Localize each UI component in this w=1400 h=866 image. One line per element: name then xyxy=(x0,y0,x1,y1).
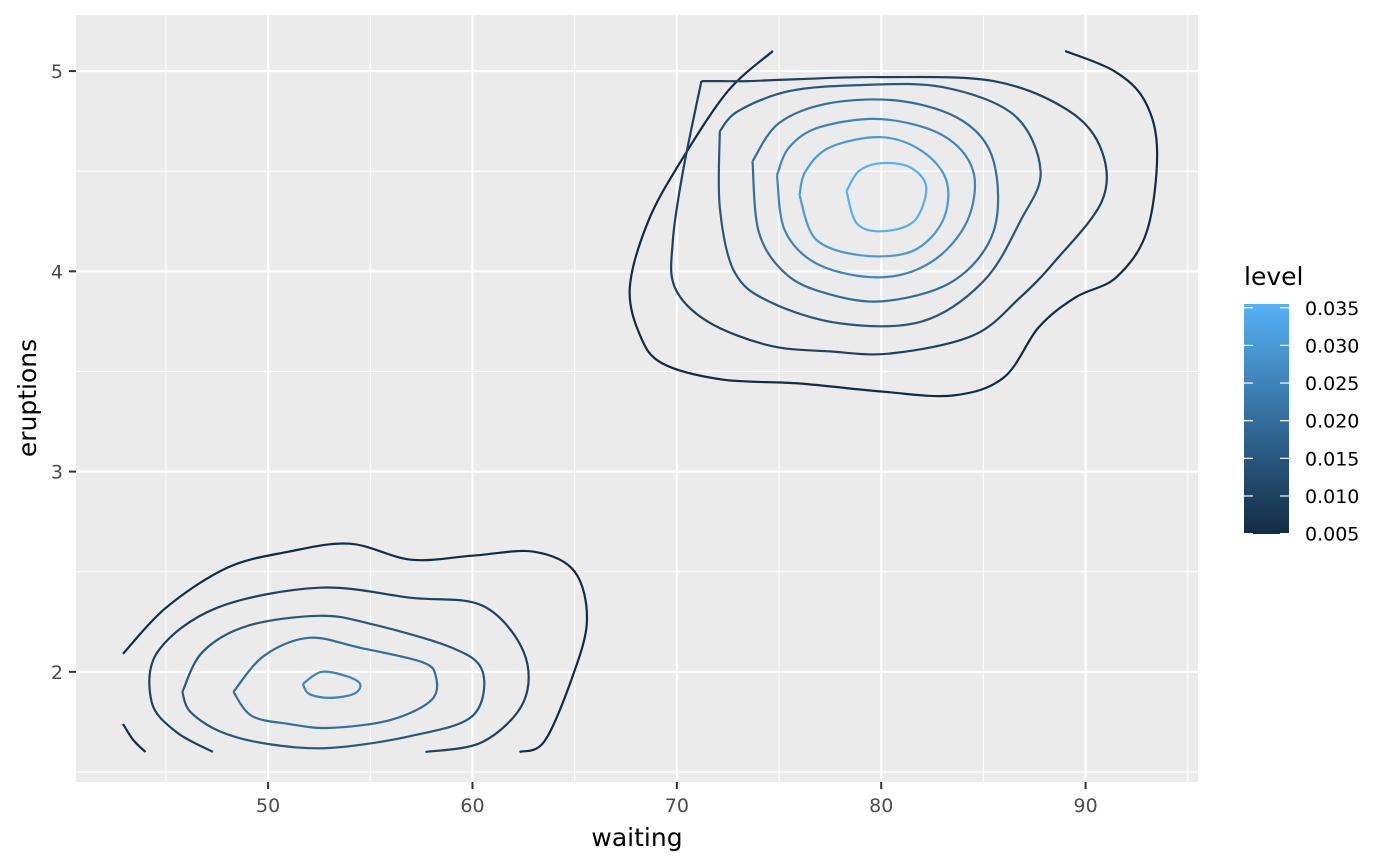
x-tick-label: 70 xyxy=(665,795,689,817)
major-grid xyxy=(76,15,1198,782)
legend-label: 0.020 xyxy=(1305,411,1359,433)
legend-colorbar xyxy=(1244,304,1289,534)
contour-line xyxy=(717,82,1042,328)
contour-line xyxy=(751,98,1000,303)
contour-line xyxy=(798,136,950,258)
contour-line xyxy=(232,636,439,730)
y-tick-label: 4 xyxy=(51,261,63,283)
x-tick-label: 50 xyxy=(256,795,280,817)
legend-label: 0.030 xyxy=(1305,335,1359,357)
legend-label: 0.015 xyxy=(1305,448,1359,470)
x-tick-label: 60 xyxy=(460,795,484,817)
legend-label: 0.005 xyxy=(1305,524,1359,546)
x-tick-label: 90 xyxy=(1074,795,1098,817)
x-tick-label: 80 xyxy=(869,795,893,817)
contour-line xyxy=(628,49,1159,398)
y-tick-label: 3 xyxy=(51,462,63,484)
legend-label: 0.025 xyxy=(1305,373,1359,395)
x-axis-title: waiting xyxy=(591,823,682,852)
contour-line xyxy=(845,161,928,233)
legend-title: level xyxy=(1244,262,1303,291)
y-axis-title: eruptions xyxy=(13,339,42,457)
contour-line xyxy=(148,586,530,754)
contour-line xyxy=(122,723,147,753)
legend-ticks: 0.035 0.030 0.025 0.020 0.015 0.010 0.005 xyxy=(1244,298,1359,546)
y-tick-label: 2 xyxy=(51,662,63,684)
contour-line xyxy=(670,75,1109,356)
contour-line xyxy=(775,117,977,279)
contour-line xyxy=(181,614,486,750)
legend-label: 0.035 xyxy=(1305,298,1359,320)
legend-label: 0.010 xyxy=(1305,486,1359,508)
y-tick-label: 5 xyxy=(51,61,63,83)
plot-panel xyxy=(76,15,1198,782)
contour-lines xyxy=(122,49,1159,754)
x-axis: 50 60 70 80 90 xyxy=(256,782,1098,817)
contour-line xyxy=(122,542,589,754)
y-axis: 2 3 4 5 xyxy=(51,61,76,684)
contour-line xyxy=(301,670,362,699)
legend: level 0.035 0.030 0.025 0.020 0.015 0.010 0.00… xyxy=(1244,262,1359,546)
